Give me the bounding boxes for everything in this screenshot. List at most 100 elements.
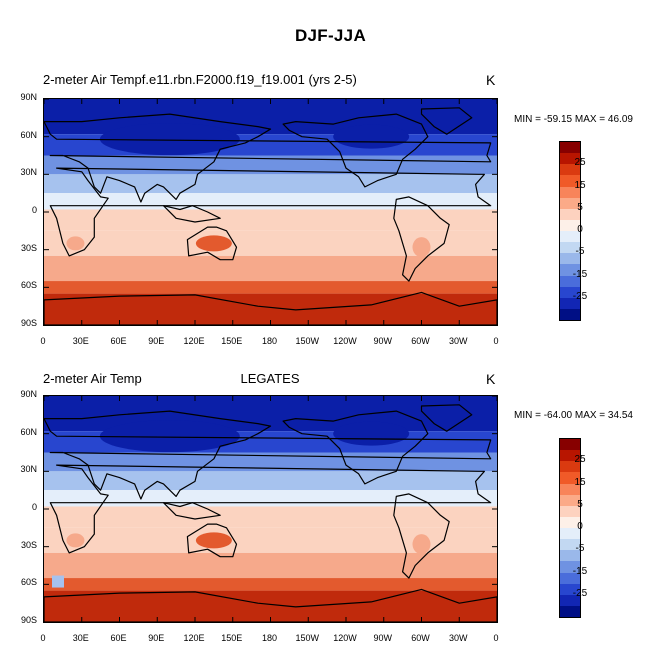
lat-tick-label: 0	[31, 205, 37, 215]
lon-tick-label: 120W	[333, 336, 357, 346]
lat-tick-label: 30S	[20, 539, 37, 550]
panel-2-subtitle: LEGATES	[240, 371, 300, 386]
colorbar-swatch	[560, 208, 580, 220]
colorbar-label: 0	[577, 224, 583, 235]
colorbar-swatch	[560, 275, 580, 287]
lon-tick-label: 90E	[148, 336, 165, 346]
lon-tick-label: 0	[40, 336, 46, 346]
lon-tick-label: 150E	[221, 633, 243, 643]
lon-tick-label: 0	[40, 633, 46, 643]
lat-tick-label: 60S	[20, 280, 37, 291]
colorbar-swatch	[560, 561, 580, 573]
panel-1-map	[43, 98, 498, 326]
lon-tick-label: 60W	[411, 336, 430, 346]
colorbar-swatch	[560, 605, 580, 617]
colorbar-label: -25	[572, 587, 588, 599]
lat-tick-label: 30N	[20, 464, 37, 475]
lat-tick-label: 90N	[20, 92, 37, 102]
colorbar-swatch	[560, 164, 580, 176]
lon-tick-label: 180	[261, 633, 278, 643]
panel-1-minmax: MIN = -59.15 MAX = 46.09	[514, 114, 633, 125]
lat-tick-label: 60S	[20, 577, 37, 588]
lon-tick-label: 30W	[448, 336, 468, 346]
lon-tick-label: 120E	[183, 336, 205, 346]
colorbar-swatch	[560, 242, 580, 254]
colorbar-swatch	[560, 175, 580, 187]
lon-tick-label: 150W	[295, 633, 319, 643]
lon-tick-label: 90E	[148, 633, 165, 643]
lon-tick-label: 180	[261, 336, 278, 346]
lon-tick-label: 120E	[183, 633, 205, 643]
lon-tick-label: 90W	[373, 633, 392, 643]
lat-tick-label: 90S	[20, 615, 37, 625]
lon-tick-label: 30W	[448, 633, 468, 643]
colorbar-swatch	[560, 505, 580, 517]
panel-2-map-canvas	[44, 396, 497, 622]
colorbar-swatch	[560, 550, 580, 562]
panel-2-unit: K	[486, 371, 496, 387]
colorbar-label: 0	[577, 521, 583, 532]
colorbar-swatch	[560, 461, 580, 473]
lat-tick-label: 30S	[20, 242, 37, 253]
lat-tick-label: 0	[31, 502, 37, 512]
panel-1-unit: K	[486, 72, 496, 88]
colorbar-label: 15	[574, 179, 586, 191]
colorbar-swatch	[560, 572, 580, 584]
colorbar-label: -5	[575, 543, 585, 555]
colorbar-swatch	[560, 253, 580, 265]
colorbar-label: -15	[572, 565, 588, 577]
colorbar-swatch	[560, 297, 580, 309]
panel-2-title: 2-meter Air Temp	[43, 371, 142, 386]
lon-tick-label: 90W	[373, 336, 392, 346]
panel-2-minmax: MIN = -64.00 MAX = 34.54	[514, 410, 633, 421]
panel-2-colorbar	[559, 438, 581, 618]
colorbar-swatch	[560, 308, 580, 320]
page-title: DJF-JJA	[294, 26, 367, 45]
lat-tick-label: 90S	[20, 318, 37, 328]
colorbar-swatch	[560, 528, 580, 540]
panel-1-map-canvas	[44, 99, 497, 325]
lon-tick-label: 150E	[221, 336, 243, 346]
lon-tick-label: 30E	[72, 336, 89, 346]
colorbar-swatch	[560, 516, 580, 528]
lon-tick-label: 120W	[333, 633, 357, 643]
colorbar-swatch	[560, 483, 580, 495]
panel-1-title: 2-meter Air Tempf.e11.rbn.F2000.f19_f19.…	[43, 72, 357, 87]
lat-tick-label: 30N	[20, 167, 37, 178]
colorbar-swatch	[560, 264, 580, 276]
colorbar-label: 25	[574, 157, 586, 169]
lat-tick-label: 60N	[20, 129, 37, 140]
colorbar-label: 15	[574, 476, 586, 488]
colorbar-label: -5	[575, 246, 585, 258]
lon-tick-label: 150W	[295, 336, 319, 346]
colorbar-swatch	[560, 286, 580, 298]
colorbar-swatch	[560, 153, 580, 165]
panel-1-colorbar	[559, 141, 581, 321]
colorbar-swatch	[560, 219, 580, 231]
lon-tick-label: 60W	[411, 633, 430, 643]
colorbar-swatch	[560, 450, 580, 462]
colorbar-label: -25	[572, 290, 588, 302]
lon-tick-label: 60E	[110, 633, 127, 643]
panel-2-map	[43, 395, 498, 623]
lon-tick-label: 30E	[72, 633, 89, 643]
colorbar-label: -15	[572, 268, 588, 280]
colorbar-swatch	[560, 583, 580, 595]
lon-tick-label: 0	[493, 336, 499, 346]
colorbar-swatch	[560, 439, 580, 451]
colorbar-label: 5	[577, 201, 583, 213]
colorbar-swatch	[560, 539, 580, 551]
lon-tick-label: 60E	[110, 336, 127, 346]
colorbar-swatch	[560, 186, 580, 198]
colorbar-swatch	[560, 472, 580, 484]
colorbar-swatch	[560, 494, 580, 506]
colorbar-swatch	[560, 231, 580, 243]
colorbar-swatch	[560, 197, 580, 209]
colorbar-swatch	[560, 594, 580, 606]
colorbar-label: 25	[574, 454, 586, 466]
lat-tick-label: 60N	[20, 426, 37, 437]
colorbar-label: 5	[577, 498, 583, 510]
colorbar-swatch	[560, 142, 580, 154]
lon-tick-label: 0	[493, 633, 499, 643]
lat-tick-label: 90N	[20, 389, 37, 399]
